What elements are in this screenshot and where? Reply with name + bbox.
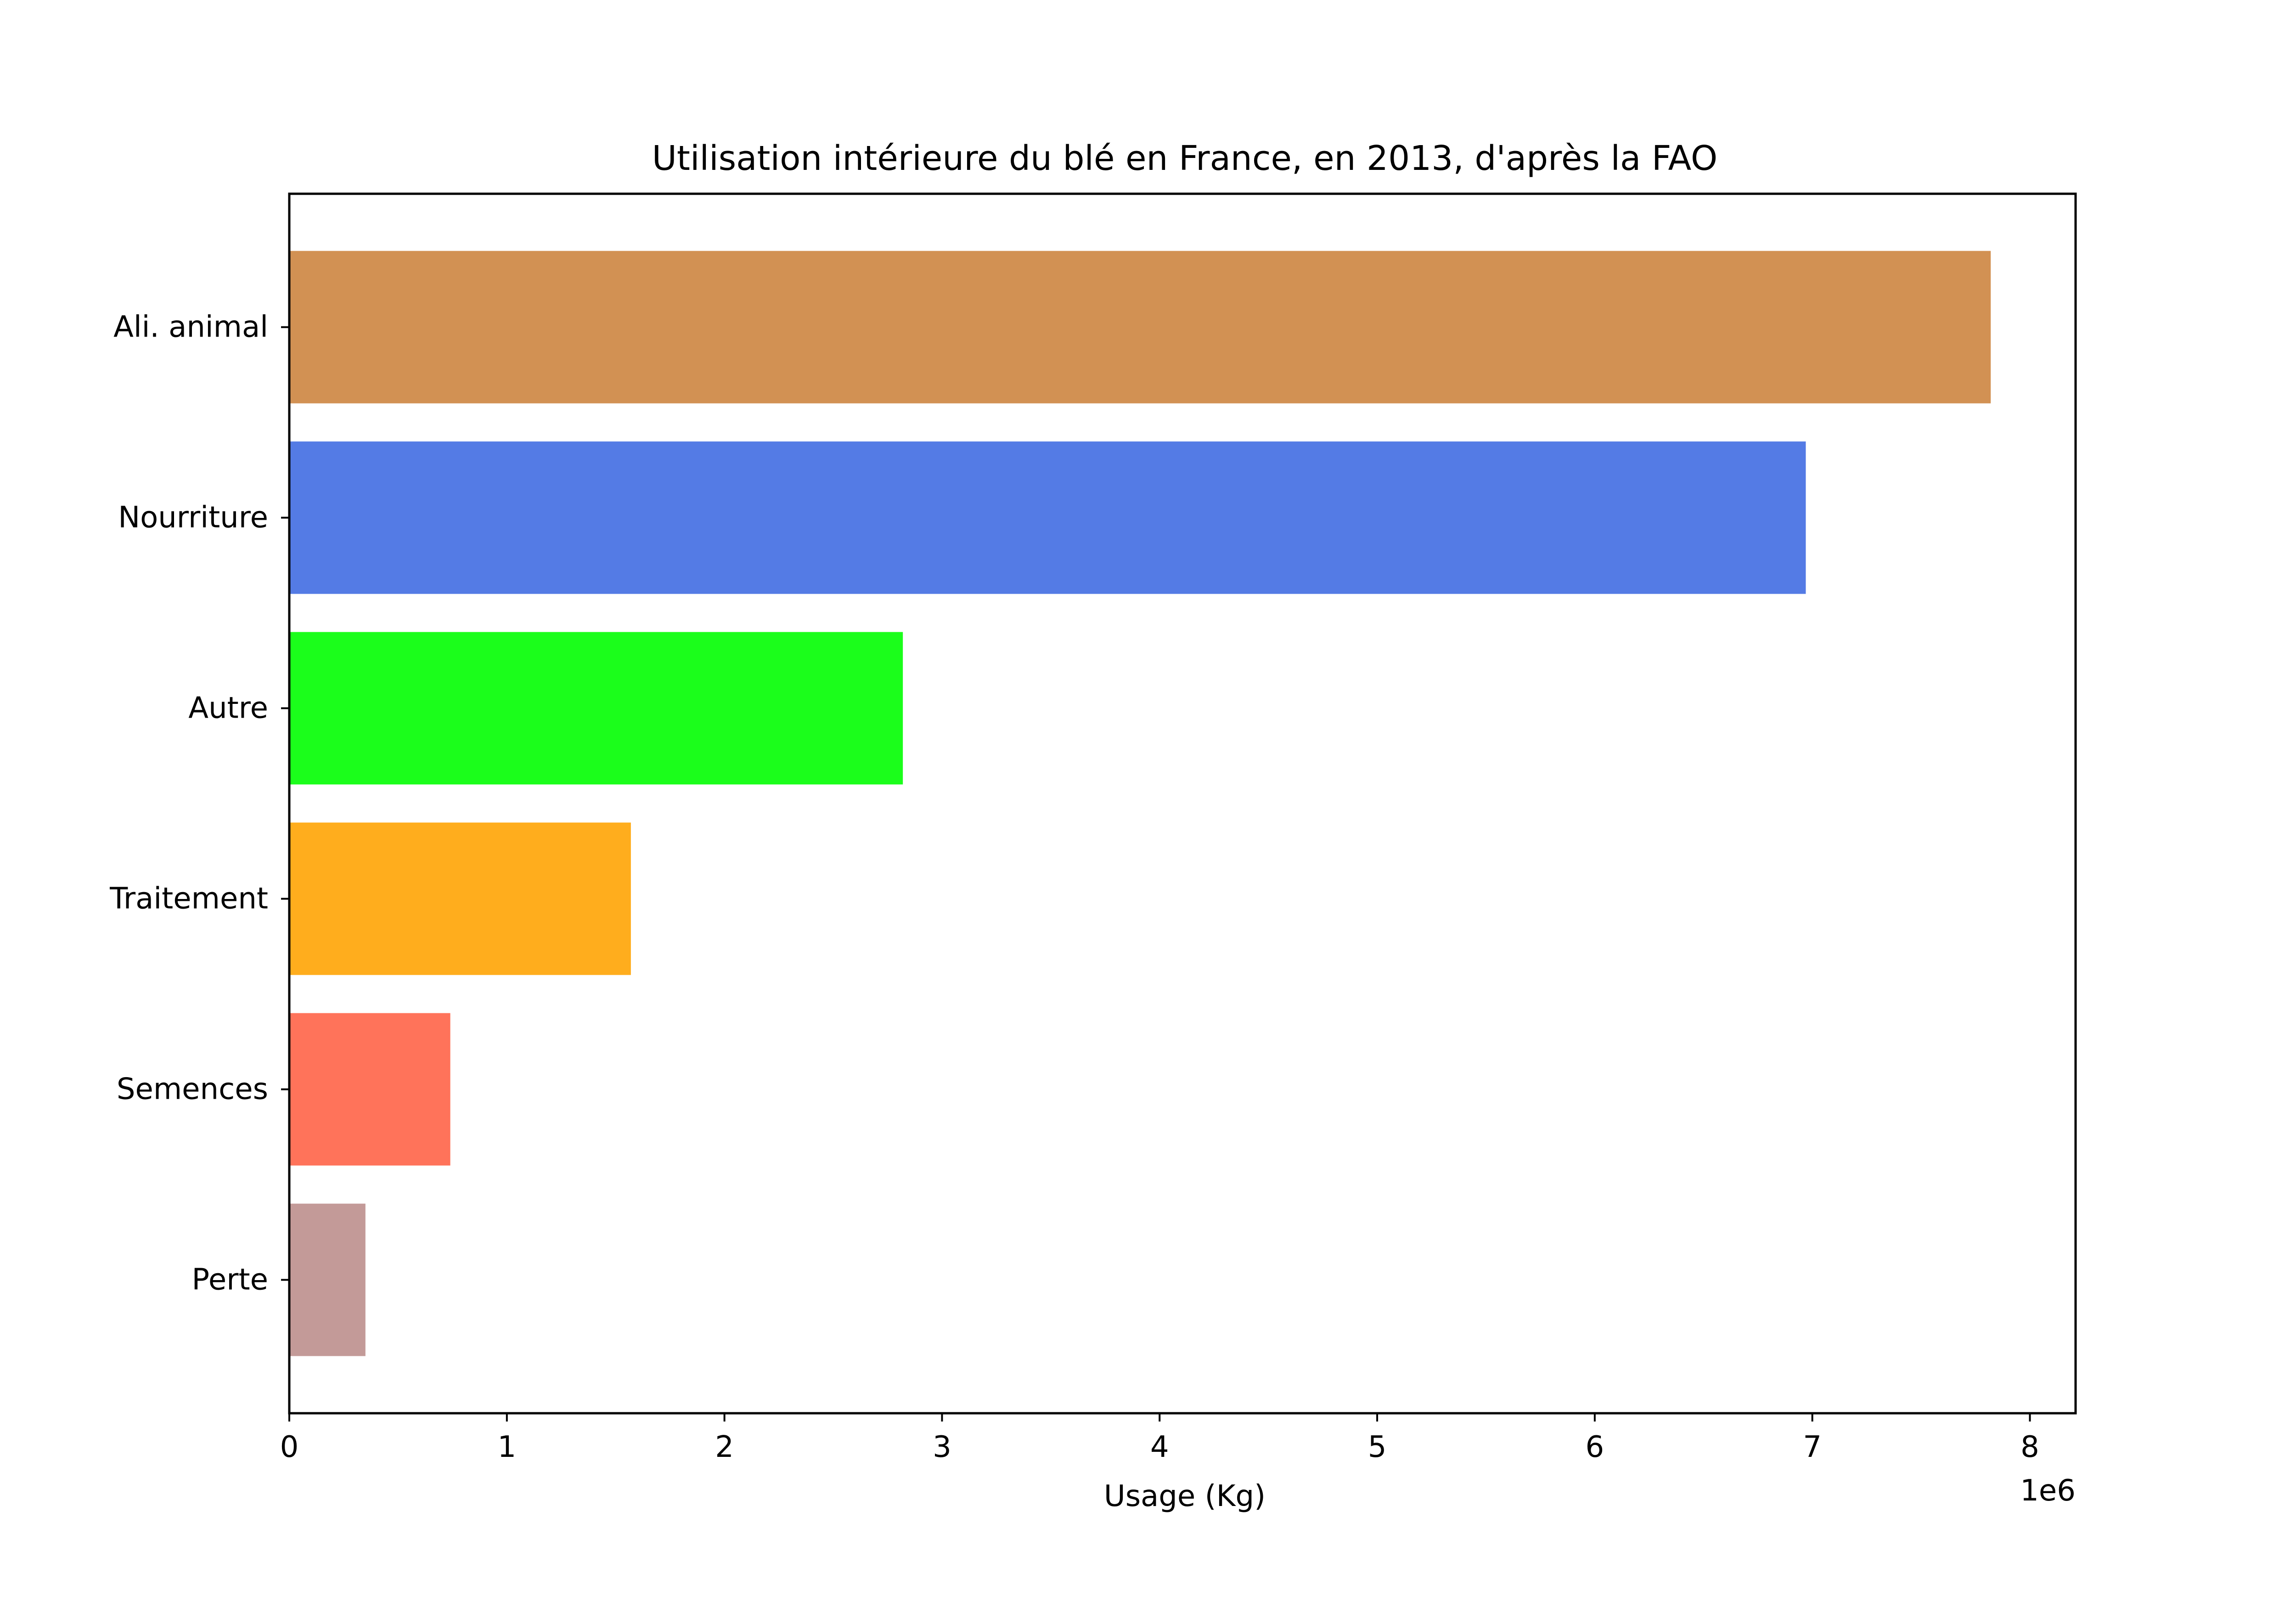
y-tick-label: Ali. animal (113, 310, 268, 344)
y-axis-ticks: Ali. animal Nourriture Autre Traitement Seme… (109, 310, 289, 1297)
x-axis-ticks: 0 1 2 3 4 5 6 7 8 (280, 1413, 2039, 1464)
bar-perte (289, 1203, 366, 1356)
x-tick-label: 1 (497, 1430, 516, 1464)
bar-autre (289, 632, 903, 785)
plot-area-frame (288, 192, 2077, 1415)
x-tick-label: 5 (1368, 1430, 1387, 1464)
bars-group (289, 251, 1991, 1356)
chart-title: Utilisation intérieure du blé en France,… (652, 139, 1717, 178)
bar-nourriture (289, 441, 1806, 594)
x-axis-offset-label: 1e6 (2020, 1474, 2076, 1508)
x-tick-label: 4 (1150, 1430, 1169, 1464)
x-tick-label: 2 (715, 1430, 734, 1464)
y-tick-label: Traitement (109, 882, 268, 916)
bar-ali-animal (289, 251, 1991, 404)
x-tick-label: 0 (280, 1430, 299, 1464)
x-tick-label: 7 (1803, 1430, 1822, 1464)
x-axis-label: Usage (Kg) (1104, 1479, 1266, 1513)
y-tick-label: Autre (188, 691, 268, 725)
bar-semences (289, 1013, 450, 1166)
x-tick-label: 3 (933, 1430, 951, 1464)
bar-traitement (289, 822, 631, 975)
x-tick-label: 8 (2020, 1430, 2039, 1464)
x-tick-label: 6 (1586, 1430, 1604, 1464)
y-tick-label: Nourriture (118, 501, 268, 535)
y-tick-label: Perte (192, 1263, 268, 1297)
y-tick-label: Semences (117, 1073, 268, 1107)
